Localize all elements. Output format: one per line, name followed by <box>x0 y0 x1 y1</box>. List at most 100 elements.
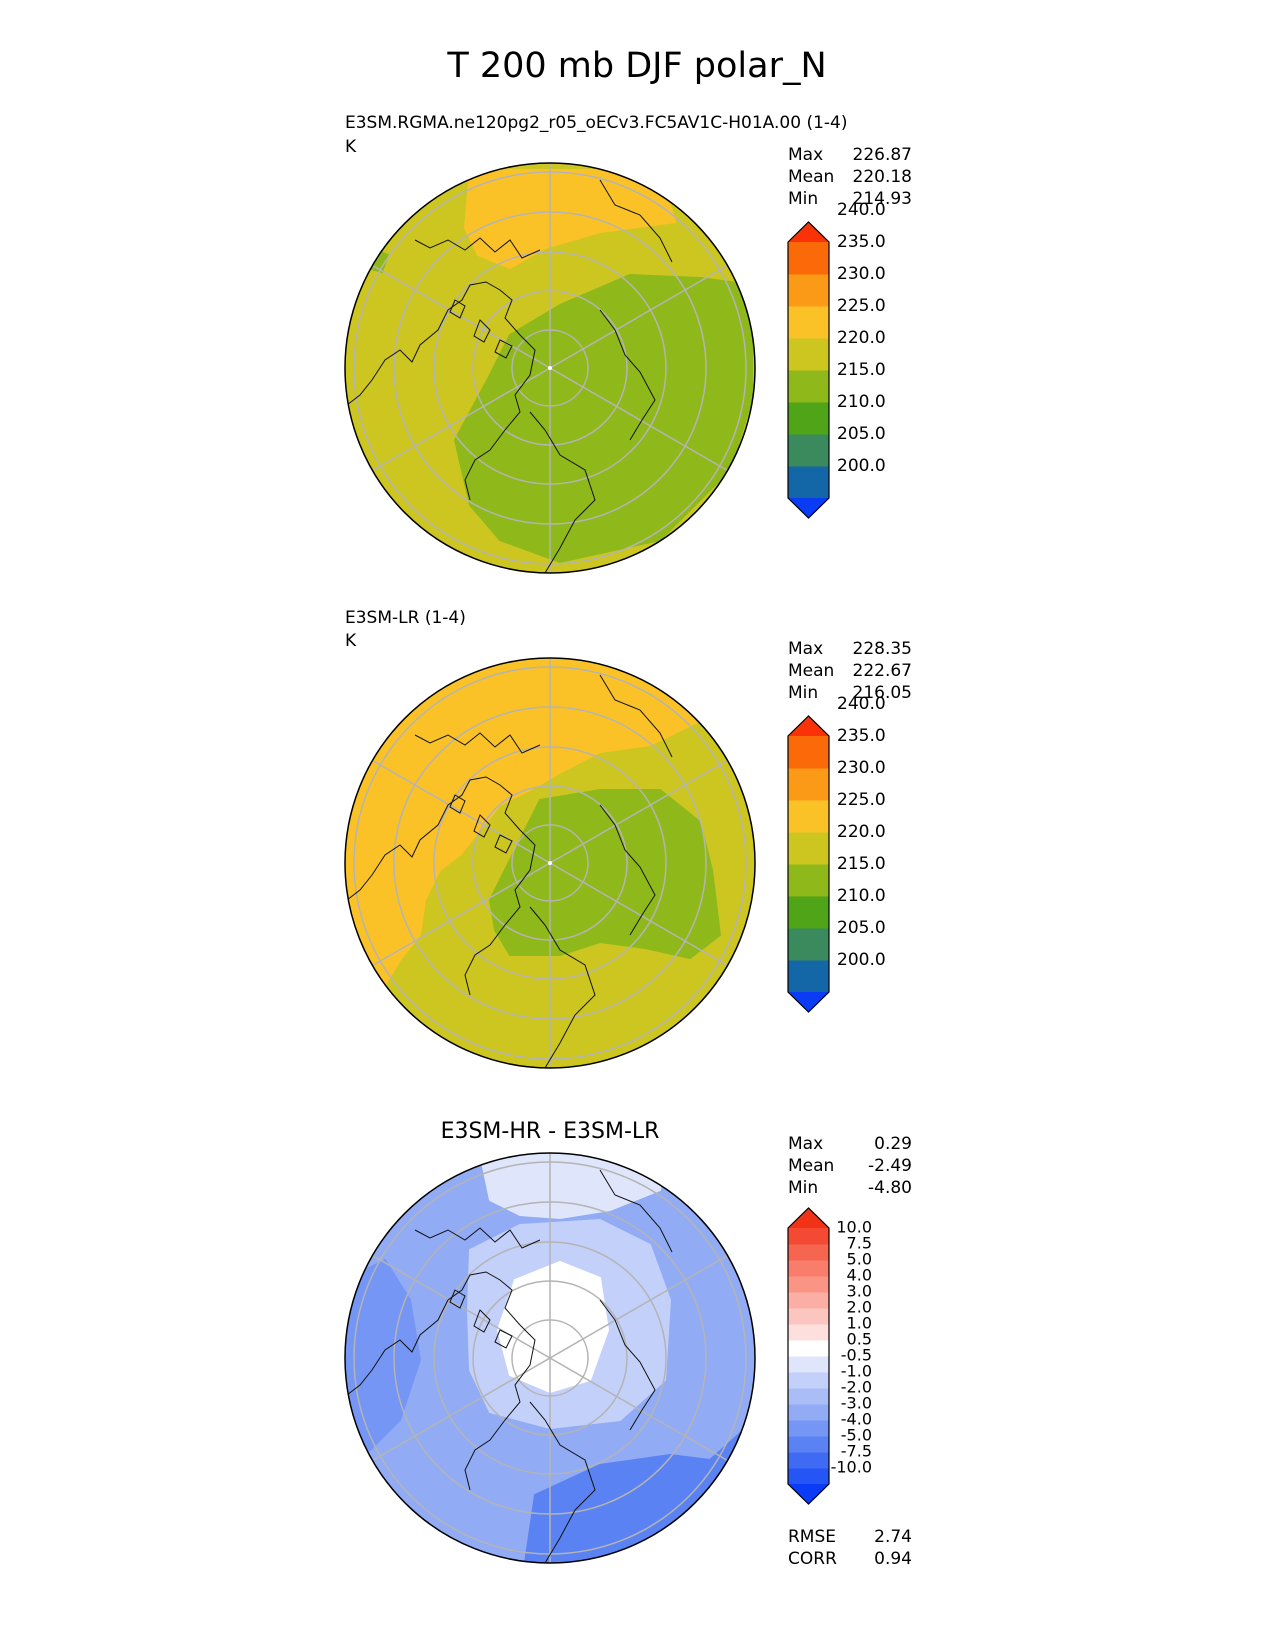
panel-2-coastlines <box>346 674 673 1068</box>
panel-2-colorbar-tick-label: 230.0 <box>837 758 886 778</box>
panel-2-map-border <box>344 657 756 1069</box>
panel-1-gridlines <box>353 163 747 573</box>
panel-1-max-value: 226.87 <box>853 145 912 165</box>
panel-2-colorbar: 200.0 205.0 210.0 215.0 220.0 225.0 230.0 235.0… <box>787 694 886 1013</box>
panel-3-colorbar-band <box>788 1420 829 1437</box>
panel-3-subtitle: E3SM-HR - E3SM-LR <box>441 1119 660 1144</box>
panel-1-colorbar: 200.0 205.0 210.0 215.0 220.0 225.0 230.0 235.0… <box>787 200 886 519</box>
panel-3-min-value: -4.80 <box>868 1178 912 1198</box>
panel-2-colorbar-band <box>788 768 829 801</box>
panel-3-colorbar-tick-label: -0.5 <box>841 1346 872 1365</box>
rmse-value: 2.74 <box>874 1527 912 1547</box>
panel-2-colorbar-tick-label: 225.0 <box>837 790 886 810</box>
panel-3-colorbar-band <box>788 1292 829 1309</box>
panel-2-max-value: 228.35 <box>853 639 912 659</box>
panel-3-colorbar-tick-label: 2.0 <box>847 1298 872 1317</box>
panel-3-colorbar-band <box>788 1452 829 1469</box>
panel-3-colorbar-band <box>788 1356 829 1373</box>
panel-2-colorbar-tick-label: 240.0 <box>837 694 886 714</box>
panel-1-stats: Max 226.87 Mean 220.18 Min 214.93 <box>788 145 912 209</box>
panel-3-mean-label: Mean <box>788 1156 834 1176</box>
panel-3-map-border <box>344 1152 756 1564</box>
panel-2-colorbar-band <box>788 736 829 769</box>
panel-1-region-eurasia <box>453 273 753 564</box>
panel-1-colorbar-band <box>788 370 829 403</box>
panel-1-colorbar-band <box>788 242 829 275</box>
panel-2-colorbar-band <box>788 896 829 929</box>
panel-2-units: K <box>345 631 357 651</box>
panel-1-mean-label: Mean <box>788 167 834 187</box>
panel-1-colorbar-band <box>788 402 829 435</box>
panel-2-colorbar-extend-min <box>788 992 829 1012</box>
corr-label: CORR <box>788 1549 837 1569</box>
panel-3-region-pole <box>496 1260 610 1394</box>
panel-3-colorbar-extend-min <box>788 1484 829 1504</box>
panel-2-colorbar-band <box>788 832 829 865</box>
panel-3-colorbar-outline <box>787 1207 830 1505</box>
panel-1-colorbar-tick-label: 205.0 <box>837 424 886 444</box>
panel-1-coastlines <box>346 179 673 573</box>
panel-1-colorbar-tick-label: 200.0 <box>837 456 886 476</box>
panel-1-colorbar-tick-label: 230.0 <box>837 264 886 284</box>
panel-3-colorbar: -10.0-7.5-5.0-4.0-3.0-2.0-1.0-0.50.51.02… <box>787 1207 872 1505</box>
panel-3-max-value: 0.29 <box>874 1134 912 1154</box>
panel-3-map <box>345 1153 755 1563</box>
figure-title: T 200 mb DJF polar_N <box>446 46 826 86</box>
panel-1-map <box>345 163 755 573</box>
panel-3-colorbar-band <box>788 1228 829 1245</box>
panel-1-colorbar-tick-label: 210.0 <box>837 392 886 412</box>
panel-3-colorbar-tick-label: 4.0 <box>847 1266 872 1285</box>
panel-3-min-label: Min <box>788 1178 818 1198</box>
panel-model-reference: E3SM-LR (1-4) K <box>344 608 912 1069</box>
panel-3-colorbar-band <box>788 1436 829 1453</box>
panel-3-colorbar-tick-label: 3.0 <box>847 1282 872 1301</box>
panel-1-pole-marker <box>548 366 552 370</box>
panel-3-colorbar-band <box>788 1468 829 1485</box>
panel-1-colorbar-tick-label: 225.0 <box>837 296 886 316</box>
panel-1-colorbar-tick-label: 220.0 <box>837 328 886 348</box>
panel-1-colorbar-outline <box>787 221 830 519</box>
panel-3-colorbar-tick-label: -2.0 <box>841 1378 872 1397</box>
panel-3-colorbar-band <box>788 1388 829 1405</box>
panel-1-colorbar-band <box>788 466 829 499</box>
panel-1-min-value: 214.93 <box>853 189 912 209</box>
panel-2-colorbar-outline <box>787 715 830 1013</box>
panel-2-colorbar-tick-label: 220.0 <box>837 822 886 842</box>
panel-3-colorbar-tick-label: 1.0 <box>847 1314 872 1333</box>
panel-2-colorbar-tick-label: 215.0 <box>837 854 886 874</box>
panel-3-colorbar-tick-label: 0.5 <box>847 1330 872 1349</box>
panel-2-subtitle: E3SM-LR (1-4) <box>345 608 466 628</box>
panel-3-colorbar-tick-label: 5.0 <box>847 1250 872 1269</box>
panel-3-colorbar-band <box>788 1244 829 1261</box>
panel-1-mean-value: 220.18 <box>853 167 912 187</box>
panel-1-colorbar-tick-label: 240.0 <box>837 200 886 220</box>
corr-value: 0.94 <box>874 1549 912 1569</box>
panel-3-colorbar-band <box>788 1404 829 1421</box>
panel-1-colorbar-tick-label: 215.0 <box>837 360 886 380</box>
panel-3-colorbar-band <box>788 1276 829 1293</box>
panel-2-stats: Max 228.35 Mean 222.67 Min 216.05 <box>788 639 912 703</box>
panel-3-colorbar-tick-label: 7.5 <box>847 1234 872 1253</box>
panel-2-colorbar-band <box>788 864 829 897</box>
panel-2-colorbar-tick-label: 235.0 <box>837 726 886 746</box>
panel-3-colorbar-tick-label: 10.0 <box>836 1218 872 1237</box>
panel-3-colorbar-tick-label: -3.0 <box>841 1394 872 1413</box>
panel-3-stats: Max 0.29 Mean -2.49 Min -4.80 <box>788 1134 912 1198</box>
panel-3-colorbar-band <box>788 1260 829 1277</box>
panel-2-max-label: Max <box>788 639 823 659</box>
panel-model-test: E3SM.RGMA.ne120pg2_r05_oECv3.FC5AV1C-H01… <box>344 113 912 574</box>
panel-3-colorbar-tick-label: -1.0 <box>841 1362 872 1381</box>
panel-1-colorbar-band <box>788 434 829 467</box>
panel-3-colorbar-band <box>788 1372 829 1389</box>
panel-2-colorbar-tick-label: 210.0 <box>837 886 886 906</box>
panel-2-colorbar-extend-max <box>788 716 829 736</box>
panel-difference: E3SM-HR - E3SM-LR <box>344 1119 912 1569</box>
panel-3-colorbar-band <box>788 1324 829 1341</box>
panel-1-units: K <box>345 137 357 157</box>
rmse-label: RMSE <box>788 1527 836 1547</box>
panel-1-map-border <box>344 162 756 574</box>
panel-1-min-label: Min <box>788 189 818 209</box>
panel-3-colorbar-tick-label: -4.0 <box>841 1410 872 1429</box>
panel-1-colorbar-tick-label: 235.0 <box>837 232 886 252</box>
panel-2-colorbar-tick-label: 205.0 <box>837 918 886 938</box>
